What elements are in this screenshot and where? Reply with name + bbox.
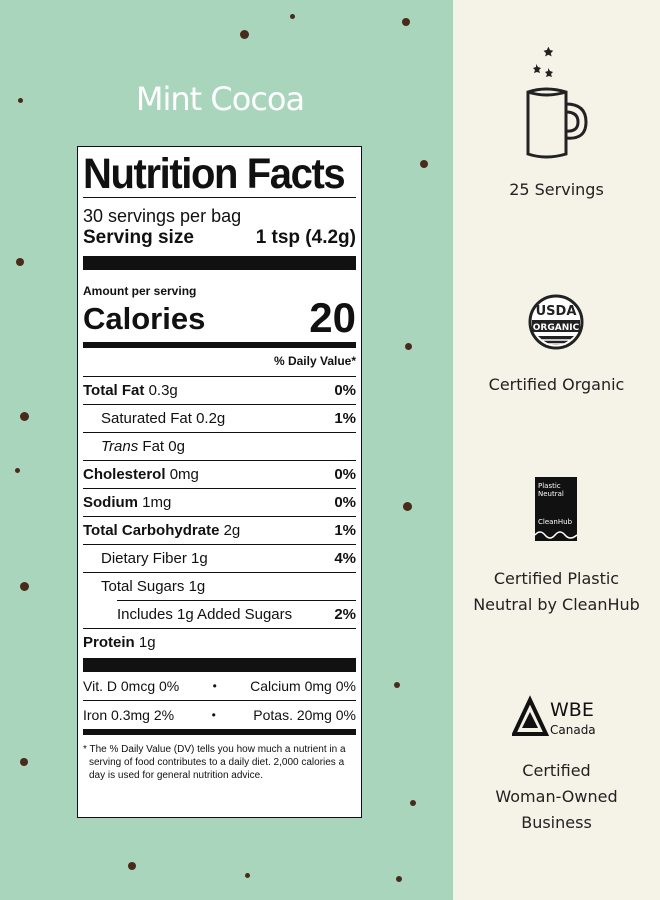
sprinkle-dot <box>20 758 28 766</box>
vitamin-row: Vit. D 0mcg 0% • Calcium 0mg 0% <box>83 678 356 694</box>
svg-text:Plastic: Plastic <box>538 482 561 490</box>
serving-size-value: 1 tsp (4.2g) <box>255 227 356 248</box>
mug-icon <box>526 46 588 159</box>
wbe-label: Certified Woman-Owned Business <box>495 761 618 832</box>
amount-per-serving: Amount per serving <box>83 284 197 298</box>
vitamin-row: Iron 0.3mg 2% • Potas. 20mg 0% <box>83 707 356 723</box>
nutrient-row: Total Carbohydrate 2g 1% <box>83 516 356 544</box>
organic-label: Certified Organic <box>488 375 625 394</box>
nutrient-row: Includes 1g Added Sugars 2% <box>83 600 356 628</box>
sprinkle-dot <box>16 258 24 266</box>
certifications-panel <box>453 0 660 900</box>
svg-text:USDA: USDA <box>536 304 577 319</box>
sprinkle-dot <box>394 682 400 688</box>
nutrient-row: Cholesterol 0mg 0% <box>83 460 356 488</box>
usda-organic-seal: USDA ORGANIC <box>528 294 584 350</box>
calories-label: Calories <box>83 301 206 336</box>
product-panel: Mint Cocoa Nutrition Facts 30 servings p… <box>0 0 453 900</box>
sprinkle-dot <box>128 862 136 870</box>
nutrient-row: Protein 1g <box>83 628 356 656</box>
servings-per-container: 30 servings per bag <box>83 206 242 226</box>
plastic-label: Certified Plastic Neutral by CleanHub <box>473 569 640 614</box>
daily-value-footnote: * The % Daily Value (DV) tells you how m… <box>83 744 346 781</box>
sprinkle-dot <box>18 98 23 103</box>
calories-value: 20 <box>309 294 356 341</box>
calories-row: Calories 20 <box>83 294 356 342</box>
nutrition-facts-title: Nutrition Facts <box>83 150 346 198</box>
nutrient-row: Total Sugars 1g <box>83 572 356 600</box>
sprinkle-dot <box>20 412 29 421</box>
svg-text:ORGANIC: ORGANIC <box>533 323 580 333</box>
nutrient-row: Trans Fat 0g <box>83 432 356 460</box>
sprinkle-dot <box>403 502 412 511</box>
serving-size-label: Serving size <box>83 227 194 248</box>
sprinkle-dot <box>420 160 428 168</box>
serving-size-row: Serving size 1 tsp (4.2g) <box>83 226 356 256</box>
svg-text:Canada: Canada <box>550 723 596 737</box>
servings-label: 25 Servings <box>509 180 604 199</box>
svg-text:Neutral: Neutral <box>538 490 564 498</box>
sprinkle-dot <box>20 582 29 591</box>
nutrient-row: Saturated Fat 0.2g 1% <box>83 404 356 432</box>
sprinkle-dot <box>15 468 20 473</box>
sprinkle-dot <box>240 30 249 39</box>
sprinkle-dot <box>245 873 250 878</box>
product-title: Mint Cocoa <box>135 80 305 118</box>
nutrient-row: Dietary Fiber 1g 4% <box>83 544 356 572</box>
nutrition-facts-label: Nutrition Facts 30 servings per bag Serv… <box>77 146 362 818</box>
daily-value-header: % Daily Value* <box>273 354 356 368</box>
sprinkle-dot <box>290 14 295 19</box>
nutrient-row: Total Fat 0.3g 0% <box>83 376 356 404</box>
sprinkle-dot <box>402 18 410 26</box>
sprinkle-dot <box>396 876 402 882</box>
svg-text:WBE: WBE <box>550 699 594 721</box>
sprinkle-dot <box>410 800 416 806</box>
sprinkle-dot <box>405 343 412 350</box>
cleanhub-logo: Plastic Neutral CleanHub <box>535 477 577 541</box>
nutrient-row: Sodium 1mg 0% <box>83 488 356 516</box>
wbe-canada-logo: WBE Canada <box>512 695 596 737</box>
svg-text:CleanHub: CleanHub <box>538 518 573 526</box>
